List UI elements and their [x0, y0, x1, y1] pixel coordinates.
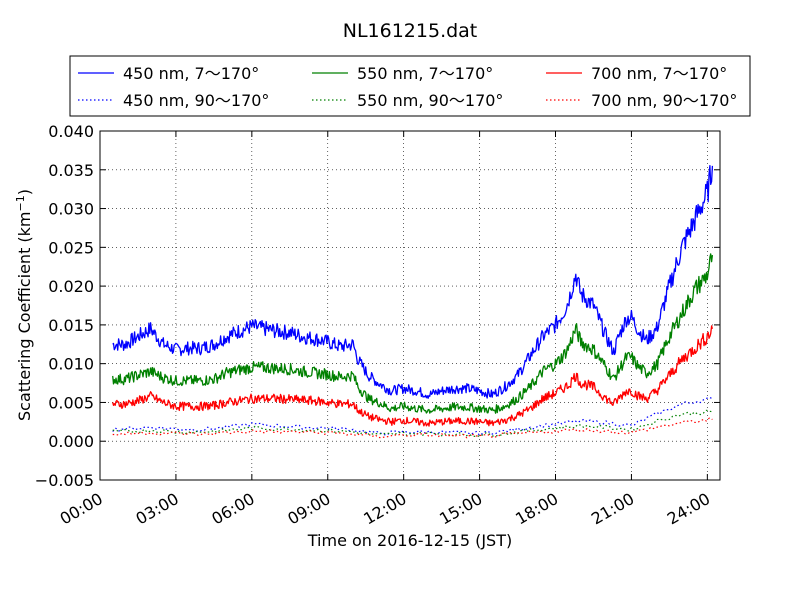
legend-label-5: 700 nm, 90～170° — [591, 91, 737, 110]
x-tick-label: 18:00 — [512, 489, 561, 529]
legend-label-4: 700 nm, 7～170° — [591, 64, 727, 83]
series-line-5 — [112, 417, 713, 439]
y-tick-label: 0.030 — [48, 200, 94, 219]
series-line-3 — [112, 409, 713, 437]
plot-frame — [99, 130, 721, 481]
x-tick-label: 06:00 — [208, 489, 257, 529]
series-line-0 — [112, 165, 714, 399]
legend-frame — [69, 55, 751, 117]
chart-title: NL161215.dat — [343, 20, 478, 42]
chart-legend: 450 nm, 7～170° 550 nm, 7～170° 700 nm, 7～17… — [69, 55, 751, 117]
legend-label-1: 450 nm, 90～170° — [123, 91, 269, 110]
series-layer — [112, 165, 714, 439]
y-tick-label: −0.005 — [35, 471, 94, 490]
y-tick-label: 0.035 — [48, 161, 94, 180]
plot-area: 00:00 03:00 06:00 09:00 12:00 15:00 18:00 21:00… — [35, 122, 721, 529]
y-tick-label: 0.015 — [48, 316, 94, 335]
x-tick-label: 21:00 — [588, 489, 637, 529]
x-axis-label: Time on 2016-12-15 (JST) — [307, 531, 512, 550]
y-tick-label: 0.025 — [48, 238, 94, 257]
x-tick-label: 09:00 — [284, 489, 333, 529]
y-tick-label: 0.020 — [48, 277, 94, 296]
series-line-4 — [112, 325, 714, 427]
y-axis-label-close: ) — [15, 189, 34, 195]
x-tick-label: 00:00 — [57, 489, 106, 529]
y-tick-label: 0.005 — [48, 393, 94, 412]
y-axis-label-superscript: −1 — [14, 195, 27, 211]
legend-label-2: 550 nm, 7～170° — [357, 64, 493, 83]
x-tick-label: 03:00 — [132, 489, 181, 529]
series-line-2 — [112, 253, 714, 414]
y-axis-label: Scattering Coefficient (km−1) — [14, 189, 34, 421]
y-axis-label-main: Scattering Coefficient (km — [15, 211, 34, 421]
y-tick-label: 0.010 — [48, 355, 94, 374]
y-tick-label: 0.040 — [48, 122, 94, 141]
x-tick-label: 15:00 — [436, 489, 485, 529]
legend-label-0: 450 nm, 7～170° — [123, 64, 259, 83]
x-tick-label: 24:00 — [664, 489, 713, 529]
legend-label-3: 550 nm, 90～170° — [357, 91, 503, 110]
y-tick-label: 0.000 — [48, 432, 94, 451]
x-tick-label: 12:00 — [360, 489, 409, 529]
